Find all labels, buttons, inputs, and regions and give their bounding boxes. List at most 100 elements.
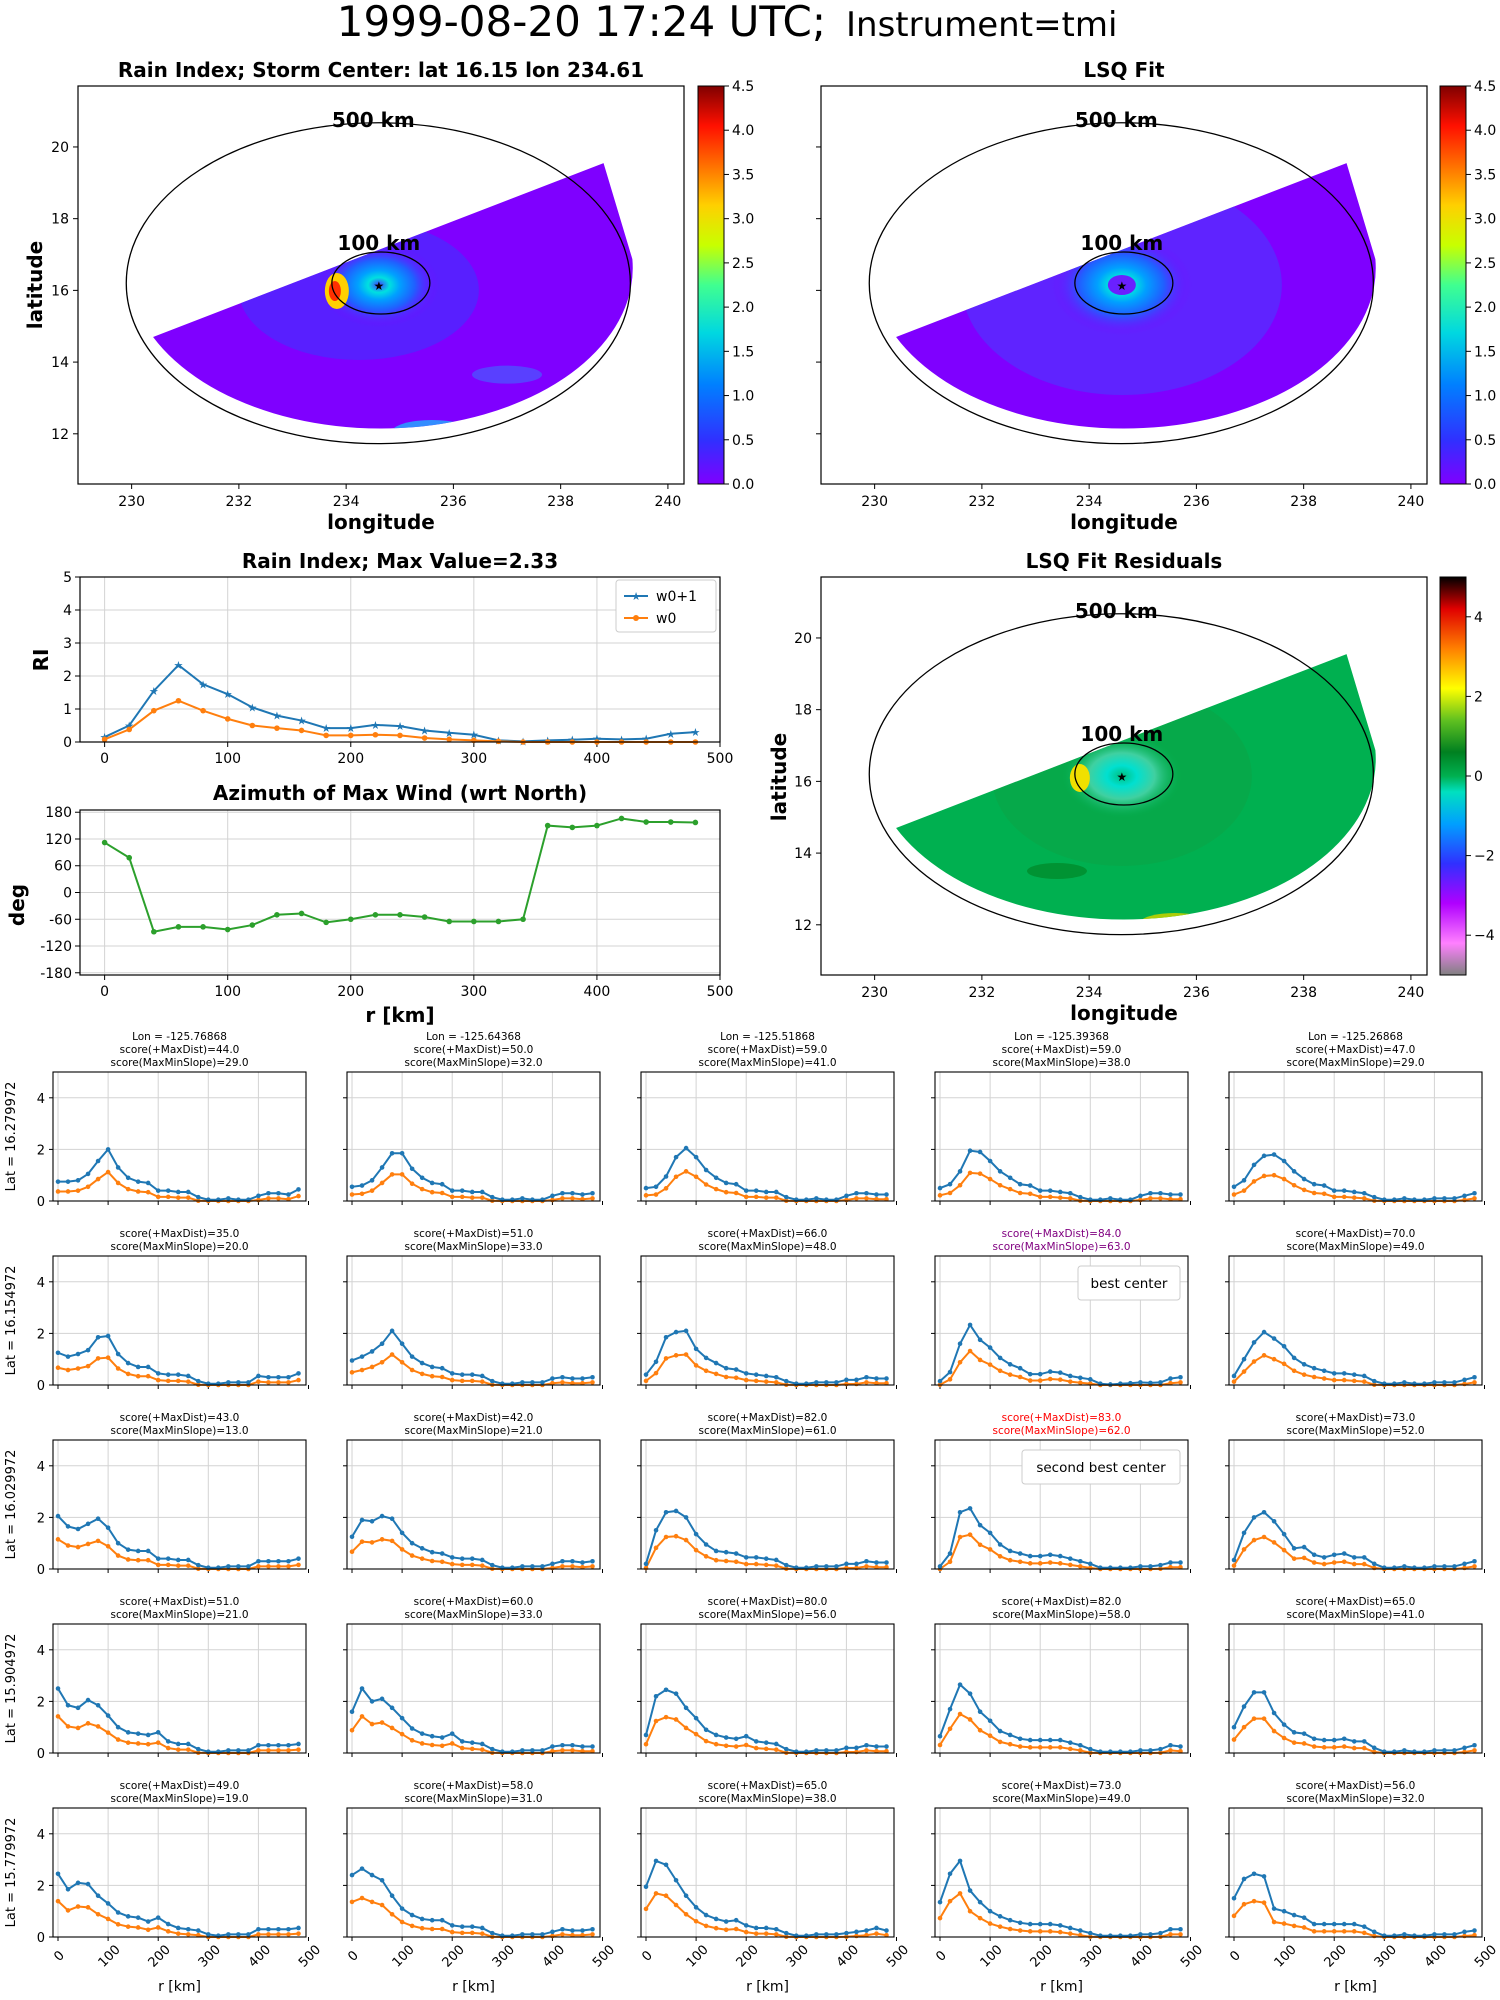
- series-point: [1361, 1196, 1367, 1201]
- panel-score-maxdist: score(+MaxDist)=84.0: [1002, 1228, 1122, 1240]
- series-point: [276, 1932, 281, 1937]
- series-point: [1271, 1518, 1277, 1524]
- series-point: [125, 1547, 131, 1552]
- series-point: [429, 1926, 435, 1932]
- series-point: [1361, 1379, 1367, 1384]
- series-point: [743, 1188, 749, 1193]
- series-point: [1301, 1372, 1307, 1377]
- series-point: [85, 1171, 91, 1177]
- panel-xlabel: r [km]: [158, 1979, 201, 1995]
- series-point: [95, 1334, 101, 1340]
- series-point: [296, 1931, 301, 1936]
- series-point: [570, 1928, 575, 1933]
- series-point: [1281, 1921, 1287, 1926]
- series-point: [844, 1749, 849, 1755]
- series-point: [967, 1888, 973, 1893]
- y-tick-label: 0: [37, 1563, 45, 1578]
- series-point: [1088, 1561, 1093, 1567]
- rain-index-legend: ★ w0+1 w0: [615, 579, 717, 633]
- series-point: [560, 1196, 565, 1201]
- series-point: [459, 1372, 465, 1377]
- series-point: [165, 1929, 171, 1934]
- series-point: [266, 1742, 271, 1748]
- series-point: [256, 1558, 261, 1564]
- series-point: [165, 1194, 171, 1200]
- colorbar-tick-label: 0.5: [1474, 433, 1496, 449]
- y-tick-label: -120: [40, 939, 72, 955]
- x-tick-label: 0: [345, 1948, 361, 1964]
- series-point: [409, 1553, 415, 1558]
- panel-frame: [52, 1255, 307, 1386]
- series-point: [65, 1179, 71, 1184]
- panel-frame: [52, 1439, 307, 1570]
- panel-lon-title: Lon = -125.26868: [1308, 1031, 1403, 1043]
- series-point: [864, 1932, 869, 1938]
- series-point: [256, 1197, 261, 1203]
- series-point: [1241, 1369, 1247, 1374]
- series-point: [115, 1553, 121, 1558]
- series-point: [469, 1924, 475, 1929]
- series-point: [977, 1522, 983, 1528]
- series-point: [1311, 1552, 1317, 1558]
- series-point: [1281, 1344, 1287, 1349]
- series-point: [977, 1727, 983, 1733]
- panel-score-maxminslope: score(MaxMinSlope)=62.0: [992, 1425, 1130, 1437]
- series-point: [550, 1929, 555, 1935]
- series-point: [1281, 1158, 1287, 1164]
- series-point: [75, 1725, 81, 1731]
- series-point: [1371, 1749, 1377, 1755]
- series-point: [1402, 1564, 1407, 1569]
- series-point: [379, 1537, 385, 1542]
- y-tick-label: 1: [63, 702, 72, 718]
- series-point: [1158, 1196, 1163, 1201]
- series-point: [439, 1181, 445, 1187]
- series-point: [125, 1914, 131, 1919]
- panel-score-maxdist: score(+MaxDist)=60.0: [414, 1596, 534, 1608]
- series-point: [1168, 1380, 1173, 1386]
- series-point: [1432, 1380, 1437, 1385]
- series-point: [643, 1185, 649, 1191]
- series-point: [884, 1376, 889, 1381]
- series-point: ★: [592, 733, 602, 746]
- panel-legend-box: [1021, 1449, 1181, 1485]
- series-point: [683, 1725, 689, 1731]
- series-point: [409, 1166, 415, 1172]
- colorbar: [1439, 85, 1467, 485]
- x-tick-label: 0: [933, 1948, 949, 1964]
- series-point: [1077, 1748, 1083, 1753]
- series-point: [957, 1891, 963, 1896]
- series-point: [683, 1515, 689, 1520]
- series-point: ★: [198, 678, 208, 691]
- series-point: [1077, 1564, 1083, 1569]
- series-point: [1007, 1362, 1013, 1367]
- series-point: [693, 1531, 699, 1537]
- panel-score-maxdist: score(+MaxDist)=56.0: [1296, 1780, 1416, 1792]
- series-point: [175, 1195, 181, 1200]
- series-point: [824, 1932, 829, 1937]
- series-point: [359, 1367, 365, 1373]
- series-point: [1057, 1370, 1063, 1375]
- series-point: [419, 1556, 425, 1561]
- series-point: [55, 1365, 61, 1371]
- series-point: [824, 1564, 829, 1569]
- series-point: [185, 1379, 191, 1384]
- series-point: [1301, 1915, 1307, 1920]
- series-point: [783, 1562, 789, 1568]
- series-point: [200, 924, 206, 930]
- series-point: [653, 1192, 659, 1197]
- series-point: [165, 1739, 171, 1744]
- series-point: [594, 822, 600, 829]
- lsq-residuals-map-ylabel: latitude: [767, 733, 791, 821]
- x-tick-label: 300: [784, 1942, 812, 1970]
- series-point: [145, 1373, 151, 1379]
- colorbar-tick-label: 4.0: [1474, 123, 1496, 139]
- series-point: [1371, 1745, 1377, 1751]
- series-point: [409, 1738, 415, 1743]
- series-point: [1341, 1744, 1347, 1749]
- series-point: [276, 1564, 281, 1569]
- candidate-panel: score(+MaxDist)=83.0score(MaxMinSlope)=6…: [931, 1412, 1192, 1573]
- series-point: [409, 1367, 415, 1373]
- series-point: [1047, 1369, 1053, 1374]
- series-point: [703, 1912, 709, 1918]
